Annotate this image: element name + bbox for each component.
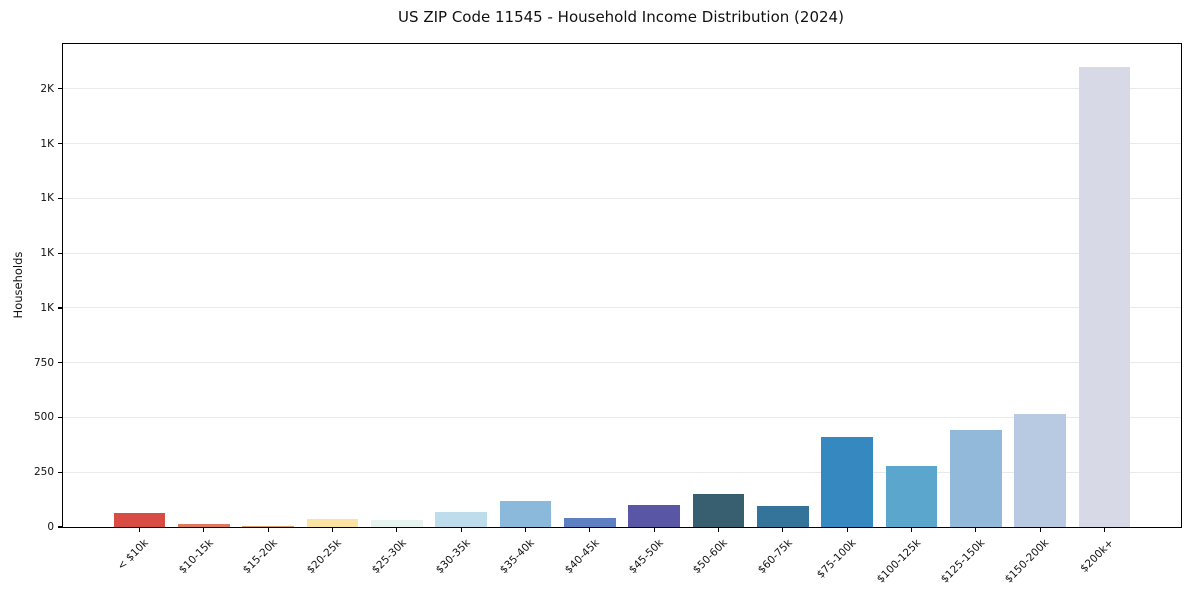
bar--25-30k [371,520,423,527]
x-tick-mark [524,528,527,533]
y-tick-mark [57,307,62,309]
x-tick-label: < $10k [115,537,152,573]
y-tick-mark [57,143,62,145]
bar--75-100k [821,437,873,527]
y-tick-mark [57,197,62,200]
x-tick-mark [1103,528,1106,533]
bar--60-75k [757,505,809,527]
gridline [63,362,1181,364]
x-tick-label: $100-125k [874,537,923,586]
x-tick-mark [717,528,720,533]
y-tick-mark [57,416,62,419]
bar--125-150k [950,429,1002,527]
y-tick-label: 1K [40,192,54,205]
x-tick-mark [267,528,269,533]
gridline [63,307,1181,309]
gridline [63,143,1181,145]
bar--10-15k [178,523,230,527]
x-tick-mark [460,528,462,533]
x-tick-label: $20-25k [304,537,345,577]
x-tick-label: $50-60k [690,537,730,577]
y-tick-mark [57,471,62,473]
gridline [63,88,1181,90]
bar--30-35k [435,511,487,527]
x-tick-mark [653,528,655,533]
x-tick-label: $25-30k [369,537,409,577]
x-tick-label: $45-50k [626,537,666,577]
y-tick-label: 500 [33,411,54,424]
gridline [63,252,1181,254]
bar--40-45k [564,518,616,527]
bar--150-200k [1014,414,1066,527]
y-tick-label: 1K [40,137,54,150]
x-tick-label: $30-35k [433,537,473,577]
x-tick-label: $60-75k [755,537,795,577]
chart-title: US ZIP Code 11545 - Household Income Dis… [398,8,844,26]
x-tick-mark [1039,528,1041,533]
y-tick-label: 1K [40,301,54,314]
bar--15-20k [242,525,294,527]
y-tick-mark [57,252,62,254]
bar--10k [113,513,166,527]
x-tick-label: $35-40k [497,537,538,577]
gridline [63,416,1181,418]
y-tick-label: 2K [40,82,54,95]
x-tick-mark [589,528,591,533]
x-tick-mark [331,528,334,533]
gridline [63,471,1181,473]
x-tick-label: $75-100k [814,537,859,581]
gridline [63,197,1181,199]
x-tick-mark [782,528,784,533]
x-tick-mark [910,528,913,533]
bar--20-25k [306,519,359,527]
x-tick-label: $150-200k [1003,537,1052,586]
x-tick-mark [138,528,141,533]
x-tick-mark [975,528,977,533]
y-tick-mark [57,362,62,364]
y-tick-label: 250 [33,466,54,479]
x-tick-label: $10-15k [176,537,216,577]
x-tick-mark [203,528,205,533]
bar--100-125k [885,465,938,527]
y-tick-label: 750 [33,356,54,369]
x-tick-mark [846,528,848,533]
bar--50-60k [692,494,745,527]
x-tick-label: $40-45k [562,537,602,577]
y-tick-label: 1K [40,247,54,260]
x-tick-label: $125-150k [938,537,988,586]
bar--45-50k [628,505,680,527]
y-tick-label: 0 [47,521,54,533]
bar--200k- [1078,67,1131,527]
y-tick-mark [57,526,62,528]
x-tick-mark [396,528,398,533]
bar--35-40k [499,501,552,527]
y-axis-label: Households [11,251,25,319]
x-tick-label: $200k+ [1078,537,1116,575]
plot-area: 0 250 500 750 1K 1K 1K 1K 2K < $10k $10-15k $15-20k… [34,43,1182,586]
y-tick-mark [57,88,62,90]
x-tick-label: $15-20k [240,537,280,577]
